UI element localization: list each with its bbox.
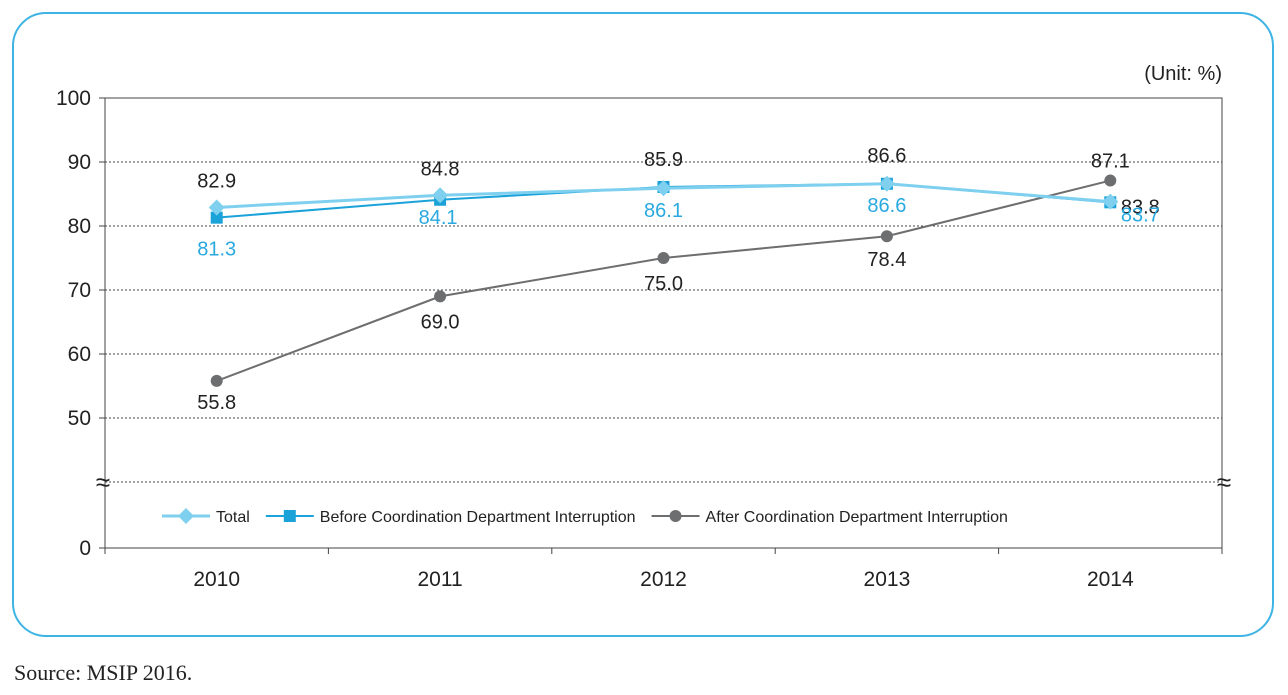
marker-total xyxy=(1102,193,1119,210)
data-label-total: 83.8 xyxy=(1121,197,1160,219)
data-label-after: 87.1 xyxy=(1091,151,1130,173)
legend-label-total: Total xyxy=(216,509,250,526)
axis-break-symbol-left: ≈ xyxy=(96,467,110,497)
marker-before xyxy=(210,211,223,224)
chart-frame xyxy=(12,12,1274,637)
data-label-total: 84.8 xyxy=(421,158,460,180)
source-note: Source: MSIP 2016. xyxy=(14,660,193,685)
data-label-before: 83.7 xyxy=(1121,204,1160,226)
x-tick-label: 2014 xyxy=(1087,568,1134,591)
legend-marker-before xyxy=(283,510,296,522)
plot-area xyxy=(104,97,1223,549)
marker-total xyxy=(655,180,672,197)
marker-total xyxy=(432,187,449,204)
y-tick-label: 80 xyxy=(68,215,91,238)
data-label-before: 86.6 xyxy=(867,195,906,217)
data-label-before: 86.1 xyxy=(644,200,683,222)
data-label-before: 81.3 xyxy=(197,239,236,261)
data-label-after: 69.0 xyxy=(421,311,460,333)
marker-after xyxy=(434,290,447,303)
y-tick-label: 70 xyxy=(68,279,91,302)
data-label-after: 75.0 xyxy=(644,273,683,295)
data-label-total: 85.9 xyxy=(644,149,683,171)
y-tick-label: 60 xyxy=(68,343,91,366)
x-tick-label: 2012 xyxy=(640,568,687,591)
x-tick-label: 2011 xyxy=(418,568,463,591)
legend-marker-after xyxy=(669,510,682,522)
y-tick-label: 0 xyxy=(79,537,91,560)
legend-marker-total xyxy=(178,508,194,524)
marker-after xyxy=(210,374,223,387)
legend-label-after: After Coordination Department Interrupti… xyxy=(706,509,1008,526)
data-label-before: 84.1 xyxy=(419,207,458,229)
unit-label: (Unit: %) xyxy=(1144,63,1222,85)
axis-break-symbol-right: ≈ xyxy=(1217,467,1231,497)
y-tick-label: 90 xyxy=(68,151,91,174)
data-label-total: 86.6 xyxy=(867,145,906,167)
marker-after xyxy=(880,230,893,243)
x-tick-label: 2013 xyxy=(864,568,911,591)
data-label-total: 82.9 xyxy=(197,170,236,192)
marker-after xyxy=(657,252,670,264)
data-label-after: 78.4 xyxy=(867,249,906,271)
legend-label-before: Before Coordination Department Interrupt… xyxy=(320,509,636,526)
data-label-after: 55.8 xyxy=(197,392,236,414)
marker-after xyxy=(1104,174,1117,187)
marker-total xyxy=(878,175,895,192)
marker-total xyxy=(208,199,225,216)
y-tick-label: 50 xyxy=(68,407,91,430)
y-tick-label: 100 xyxy=(56,87,91,110)
x-tick-label: 2010 xyxy=(193,568,240,591)
